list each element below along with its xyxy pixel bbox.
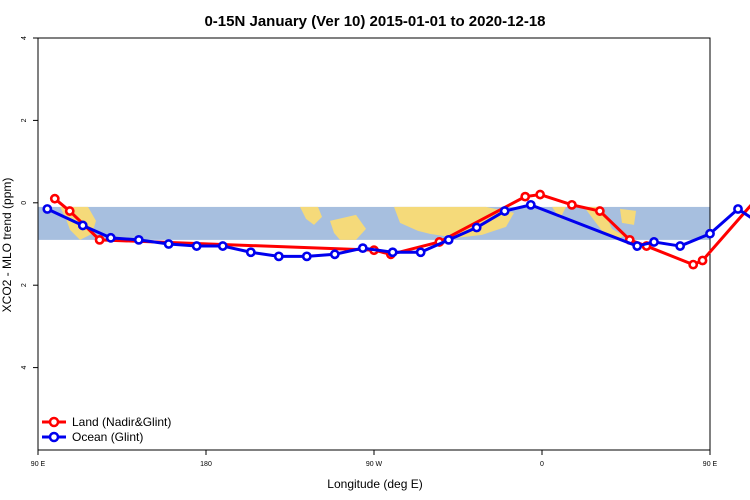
land-point: [94, 234, 105, 245]
y-axis-title: XCO2 - MLO trend (ppm): [0, 178, 14, 313]
ocean-point: [217, 241, 228, 251]
legend: Land (Nadir&Glint) Ocean (Glint): [42, 415, 171, 444]
land-india: [552, 206, 566, 219]
legend-land-label: Land (Nadir&Glint): [72, 415, 171, 429]
ocean-point: [499, 206, 510, 216]
ocean-point: [387, 247, 398, 258]
ocean-point: [191, 241, 202, 251]
legend-ocean-marker: [48, 431, 60, 443]
ocean-point: [705, 228, 715, 239]
ocean-point: [105, 232, 116, 243]
land-south-america: [330, 214, 366, 240]
ocean-point: [675, 241, 686, 251]
ocean-point: [77, 220, 88, 231]
ocean-point: [42, 204, 53, 214]
land-africa: [394, 206, 514, 238]
ocean-point: [273, 251, 284, 262]
land-point: [49, 193, 60, 204]
y-tick-label: 4: [21, 36, 28, 40]
land-point: [697, 255, 708, 266]
ocean-point: [632, 241, 643, 251]
ocean-series-line: [46, 203, 750, 258]
ocean-point: [163, 239, 174, 249]
land-point: [535, 189, 546, 200]
ocean-point: [357, 243, 368, 254]
x-tick-label: 180: [200, 461, 212, 468]
x-axis-title: Longitude (deg E): [327, 477, 422, 491]
legend-land-marker: [48, 416, 60, 428]
land-borneo: [620, 208, 636, 225]
land-point: [566, 199, 577, 210]
y-tick-label: 4: [21, 366, 28, 370]
ocean-point: [133, 234, 144, 245]
series: [42, 189, 750, 270]
axes: 90 E 180 90 W 0 90 E 4 2 0 2 4: [21, 36, 718, 468]
land-southeast-asia: [584, 206, 624, 240]
chart-title: 0-15N January (Ver 10) 2015-01-01 to 202…: [204, 13, 545, 30]
ocean-point: [733, 204, 743, 214]
land-central-america: [300, 206, 322, 225]
land-point: [64, 206, 75, 216]
x-tick-label: 0: [540, 461, 544, 468]
legend-ocean-label: Ocean (Glint): [72, 430, 143, 444]
y-tick-label: 2: [21, 118, 28, 122]
y-tick-label: 2: [21, 283, 28, 287]
x-tick-label: 90 E: [31, 461, 46, 468]
ocean-point: [443, 234, 454, 245]
ocean-point: [415, 247, 426, 258]
ocean-point: [329, 249, 340, 260]
y-tick-label: 0: [21, 201, 28, 205]
ocean-point: [245, 247, 256, 258]
x-tick-label: 90 W: [366, 461, 383, 468]
land-point: [520, 191, 531, 202]
ocean-point: [301, 251, 312, 262]
ocean-point: [525, 199, 536, 210]
x-tick-label: 90 E: [703, 461, 718, 468]
land-point: [688, 259, 699, 270]
land-point: [594, 206, 605, 216]
ocean-point: [471, 222, 482, 233]
ocean-point: [649, 237, 659, 247]
